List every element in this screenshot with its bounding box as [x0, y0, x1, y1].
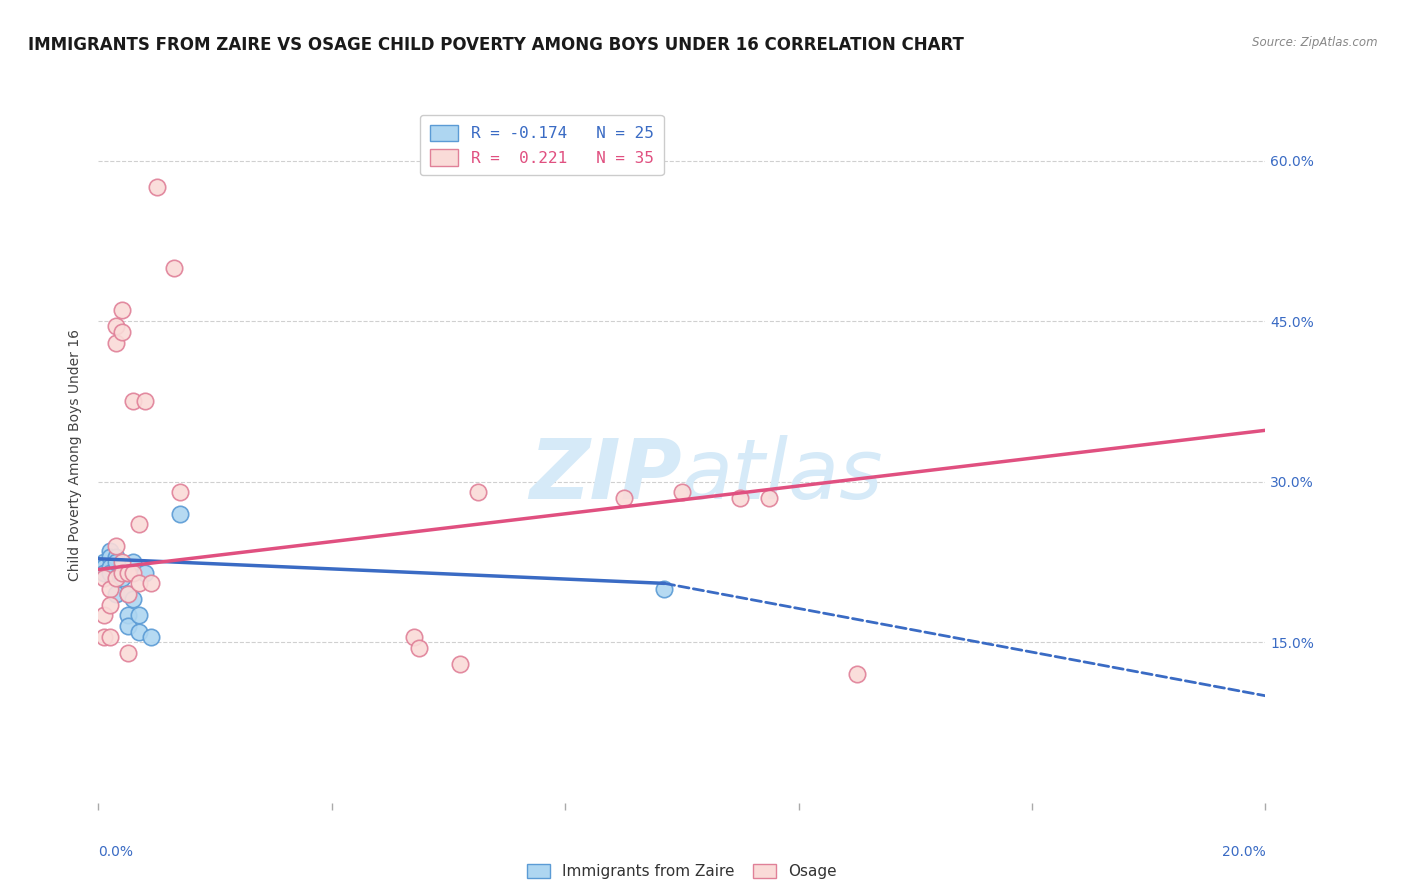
Point: [139, 630, 162, 644]
Point: [128, 517, 150, 532]
Point: [98, 566, 121, 580]
Point: [467, 485, 489, 500]
Point: [758, 491, 780, 505]
Point: [98, 544, 121, 558]
Point: [117, 587, 139, 601]
Point: [93, 608, 115, 623]
Point: [104, 335, 127, 350]
Point: [134, 394, 156, 409]
Point: [111, 571, 134, 585]
Point: [134, 566, 156, 580]
Point: [671, 485, 693, 500]
Point: [122, 566, 145, 580]
Point: [104, 319, 127, 334]
Point: [98, 560, 121, 574]
Point: [146, 180, 169, 194]
Point: [98, 582, 121, 596]
Point: [449, 657, 471, 671]
Point: [139, 576, 162, 591]
Point: [98, 598, 121, 612]
Point: [730, 491, 752, 505]
Point: [93, 555, 115, 569]
Text: ZIP: ZIP: [529, 435, 682, 516]
Point: [128, 608, 150, 623]
Point: [111, 555, 134, 569]
Point: [122, 592, 145, 607]
Point: [93, 566, 115, 580]
Point: [104, 539, 127, 553]
Point: [111, 325, 134, 339]
Point: [104, 549, 127, 564]
Text: 0.0%: 0.0%: [98, 845, 134, 858]
Point: [117, 646, 139, 660]
Point: [117, 608, 139, 623]
Point: [104, 571, 127, 585]
Text: 20.0%: 20.0%: [1222, 845, 1265, 858]
Point: [117, 566, 139, 580]
Point: [111, 566, 134, 580]
Point: [98, 630, 121, 644]
Point: [117, 587, 139, 601]
Point: [93, 630, 115, 644]
Point: [104, 571, 127, 585]
Point: [93, 560, 115, 574]
Point: [163, 260, 186, 275]
Point: [402, 630, 425, 644]
Point: [408, 640, 430, 655]
Point: [111, 566, 134, 580]
Text: atlas: atlas: [682, 435, 883, 516]
Point: [612, 491, 634, 505]
Point: [122, 555, 145, 569]
Point: [111, 560, 134, 574]
Point: [846, 667, 869, 681]
Point: [169, 485, 191, 500]
Point: [93, 571, 115, 585]
Legend: Immigrants from Zaire, Osage: Immigrants from Zaire, Osage: [522, 858, 842, 886]
Text: IMMIGRANTS FROM ZAIRE VS OSAGE CHILD POVERTY AMONG BOYS UNDER 16 CORRELATION CHA: IMMIGRANTS FROM ZAIRE VS OSAGE CHILD POV…: [28, 36, 965, 54]
Point: [117, 619, 139, 633]
Point: [654, 582, 676, 596]
Point: [169, 507, 191, 521]
Point: [128, 576, 150, 591]
Point: [111, 303, 134, 318]
Text: Source: ZipAtlas.com: Source: ZipAtlas.com: [1253, 36, 1378, 49]
Point: [98, 549, 121, 564]
Point: [122, 394, 145, 409]
Point: [104, 555, 127, 569]
Point: [128, 624, 150, 639]
Y-axis label: Child Poverty Among Boys Under 16: Child Poverty Among Boys Under 16: [69, 329, 83, 581]
Point: [104, 587, 127, 601]
